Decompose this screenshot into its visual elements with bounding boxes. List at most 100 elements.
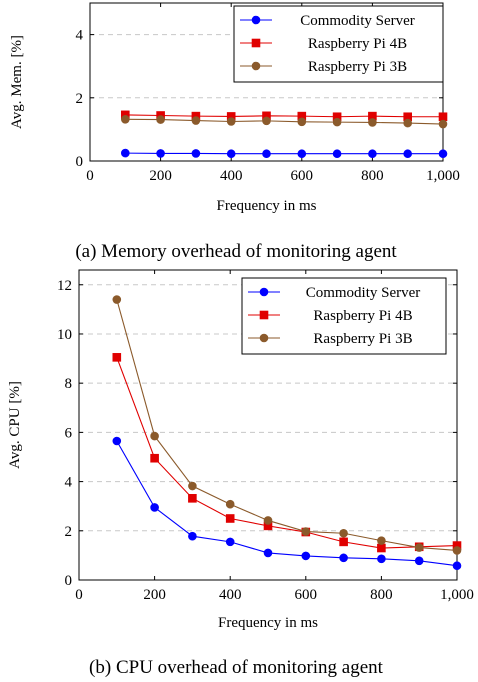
series-line-rpi4b <box>125 114 443 118</box>
y-tick-label: 2 <box>76 91 84 107</box>
x-tick-label: 1,000 <box>426 168 460 184</box>
data-point-rpi3b <box>403 118 413 128</box>
y-tick-label: 4 <box>76 28 84 44</box>
legend-marker-rpi3b <box>251 61 261 71</box>
plot-frame <box>78 269 458 581</box>
legend: Commodity Server Raspberry Pi 4B Raspberry… <box>241 277 447 355</box>
data-point-rpi3b <box>156 115 165 124</box>
data-point-commodity <box>438 149 448 159</box>
data-point-commodity <box>191 149 201 158</box>
data-point-commodity <box>414 556 424 566</box>
legend-label-rpi4b: Raspberry Pi 4B <box>308 36 407 52</box>
data-point-commodity <box>156 149 165 158</box>
legend-marker-commodity <box>251 15 261 25</box>
series-rpi4b <box>121 110 448 122</box>
data-point-commodity <box>263 548 273 558</box>
legend-label-commodity: Commodity Server <box>300 13 415 29</box>
data-point-rpi4b <box>225 514 235 523</box>
legend: Commodity Server Raspberry Pi 4B Raspberry… <box>233 5 444 83</box>
data-point-rpi4b <box>438 112 448 122</box>
series-rpi3b <box>112 295 462 555</box>
memory-chart: 0 200 400 600 800 1,000 0 2 4 Frequency in ms Avg.… <box>9 2 460 214</box>
series-line-commodity <box>125 152 443 155</box>
legend-box <box>241 277 447 355</box>
data-point-rpi3b <box>452 546 462 555</box>
series-rpi4b <box>112 353 462 553</box>
data-point-rpi3b <box>301 527 311 536</box>
legend-marker-rpi4b <box>251 38 261 48</box>
series-line-rpi3b <box>125 118 444 125</box>
data-point-rpi3b <box>150 431 159 441</box>
cpu-chart: 0 200 400 600 800 1,000 0 2 4 6 8 10 12 Frequency in … <box>7 269 474 631</box>
data-point-rpi4b <box>339 537 348 547</box>
x-tick-label: 0 <box>75 587 83 603</box>
data-point-commodity <box>112 436 122 446</box>
data-point-commodity <box>403 149 413 159</box>
data-point-rpi3b <box>368 118 377 127</box>
data-point-rpi3b <box>263 516 273 525</box>
data-point-commodity <box>188 531 197 541</box>
x-tick-label: 400 <box>220 168 243 184</box>
data-point-rpi4b <box>188 494 197 503</box>
data-point-rpi3b <box>191 116 201 125</box>
data-point-rpi3b <box>262 116 271 126</box>
data-point-rpi3b <box>332 117 342 127</box>
memory-caption: (a) Memory overhead of monitoring agent <box>75 241 397 262</box>
x-tick-label: 600 <box>295 587 318 603</box>
data-point-rpi4b <box>377 543 386 553</box>
x-tick-label: 200 <box>143 587 166 603</box>
series-line-commodity <box>116 440 458 567</box>
legend-label-rpi4b: Raspberry Pi 4B <box>313 308 412 324</box>
data-point-commodity <box>339 553 348 563</box>
legend-marker-commodity <box>259 287 269 297</box>
y-tick-label: 0 <box>65 573 73 589</box>
data-point-commodity <box>368 149 377 159</box>
x-tick-label: 200 <box>149 168 172 184</box>
data-point-commodity <box>225 537 235 547</box>
data-point-commodity <box>301 551 311 561</box>
data-point-commodity <box>332 149 342 159</box>
y-tick-label: 10 <box>57 327 72 343</box>
x-axis-label: Frequency in ms <box>218 615 318 631</box>
legend-label-rpi3b: Raspberry Pi 3B <box>308 59 407 75</box>
series-commodity <box>121 148 448 159</box>
x-tick-label: 800 <box>361 168 384 184</box>
data-point-rpi3b <box>297 117 307 127</box>
series-line-rpi3b <box>116 299 458 552</box>
y-axis-label: Avg. CPU [%] <box>7 381 23 469</box>
cpu-caption: (b) CPU overhead of monitoring agent <box>89 657 384 678</box>
legend-marker-rpi4b <box>259 310 269 320</box>
data-point-rpi4b <box>112 353 122 362</box>
data-point-rpi3b <box>225 499 235 509</box>
data-point-rpi3b <box>414 543 424 552</box>
x-axis-label: Frequency in ms <box>217 198 317 214</box>
data-point-rpi3b <box>377 536 386 545</box>
y-tick-label: 0 <box>76 154 84 170</box>
x-tick-label: 600 <box>291 168 314 184</box>
data-point-rpi3b <box>121 114 130 124</box>
y-tick-label: 8 <box>65 376 73 392</box>
data-point-commodity <box>452 561 462 571</box>
legend-label-commodity: Commodity Server <box>306 285 421 301</box>
data-point-rpi3b <box>226 117 236 126</box>
y-tick-label: 2 <box>65 524 73 540</box>
y-tick-label: 12 <box>57 278 72 294</box>
x-tick-label: 1,000 <box>440 587 474 603</box>
data-point-rpi3b <box>339 528 348 538</box>
data-point-commodity <box>150 503 159 512</box>
x-tick-label: 0 <box>86 168 94 184</box>
series-line-rpi4b <box>116 357 458 549</box>
data-point-commodity <box>377 554 386 564</box>
x-tick-label: 800 <box>370 587 393 603</box>
data-point-rpi3b <box>112 295 122 304</box>
data-point-rpi3b <box>188 481 197 491</box>
series-rpi3b <box>121 114 448 129</box>
data-point-commodity <box>226 149 236 159</box>
y-tick-label: 6 <box>65 425 73 441</box>
data-point-commodity <box>262 149 271 159</box>
y-axis-label: Avg. Mem. [%] <box>9 35 25 129</box>
data-point-commodity <box>297 149 307 159</box>
data-point-commodity <box>121 148 130 158</box>
data-point-rpi4b <box>150 453 159 463</box>
